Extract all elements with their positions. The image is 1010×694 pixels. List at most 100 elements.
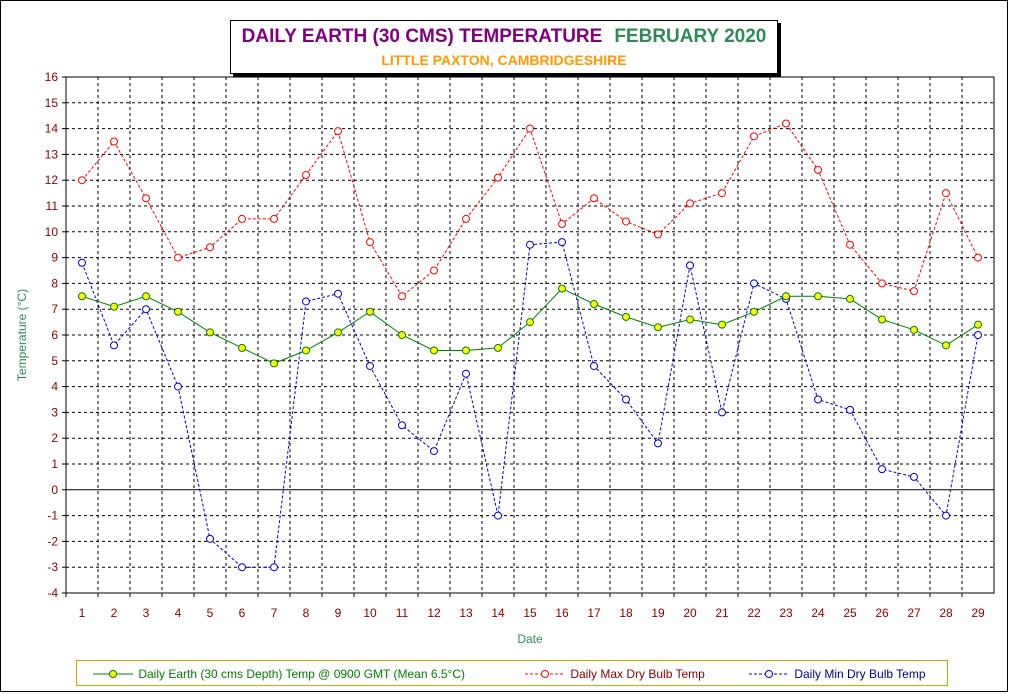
data-point-max [302,171,310,180]
y-axis-title: Temperature (°C) [15,289,29,381]
legend-swatch-max [525,669,565,678]
y-tick-label: 1 [51,457,58,471]
x-tick-label: 4 [175,606,182,620]
chart-title-month: FEBRUARY 2020 [614,26,767,47]
data-point-max [782,119,790,128]
x-tick-label: 12 [427,606,441,620]
data-point-max [110,137,118,146]
x-tick-label: 17 [587,606,601,620]
data-point-max [366,238,374,247]
legend-label-min: Daily Min Dry Bulb Temp [794,666,926,681]
x-tick-label: 28 [939,606,953,620]
data-point-earth [974,320,982,329]
data-point-min [590,361,598,370]
data-point-earth [142,292,150,301]
y-tick-label: 12 [45,173,59,187]
data-point-min [206,534,214,543]
data-point-min [110,341,118,350]
data-point-earth [78,292,86,301]
data-point-earth [942,341,950,350]
data-point-earth [782,292,790,301]
data-point-earth [398,331,406,339]
y-tick-label: 11 [46,199,59,213]
data-point-earth [558,284,566,293]
data-point-earth [526,318,534,327]
y-tick-label: 7 [51,302,58,316]
x-tick-label: 24 [811,606,825,620]
data-point-earth [206,328,214,337]
data-point-max [430,266,438,275]
legend-swatch-min [749,669,789,678]
data-point-max [206,243,214,252]
data-point-max [846,240,854,249]
x-tick-label: 27 [907,606,921,620]
data-point-max [78,176,86,185]
data-point-earth [814,292,822,301]
x-tick-label: 14 [491,606,505,620]
data-point-min [142,305,150,314]
x-tick-label: 15 [523,606,537,620]
x-tick-label: 20 [683,606,697,620]
y-tick-label: 8 [51,276,58,290]
data-point-min [974,331,982,339]
data-point-min [558,238,566,247]
data-point-min [398,421,406,430]
y-tick-label: 5 [51,354,58,368]
data-point-earth [494,343,502,352]
y-tick-label: 9 [51,251,58,265]
y-tick-label: 15 [45,96,59,110]
y-tick-label: -2 [47,534,58,548]
data-point-min [846,405,854,414]
chart-title-main: DAILY EARTH (30 CMS) TEMPERATURE [241,26,603,47]
y-tick-label: 2 [51,431,58,445]
data-point-earth [174,307,182,316]
data-point-earth [718,320,726,329]
data-point-max [526,124,534,133]
data-point-min [430,447,438,456]
x-tick-label: 10 [363,606,377,620]
data-point-max [174,253,182,262]
data-point-max [494,173,502,182]
y-tick-label: 16 [45,70,59,84]
x-tick-label: 13 [459,606,473,620]
data-point-min [910,472,918,481]
data-point-min [462,369,470,378]
data-point-earth [590,300,598,309]
data-point-earth [622,312,630,321]
data-point-earth [750,307,758,316]
data-point-min [238,563,246,572]
data-point-max [750,132,758,141]
data-point-max [878,279,886,288]
data-point-earth [270,359,278,368]
data-point-min [270,563,278,572]
legend-label-earth: Daily Earth (30 cms Depth) Temp @ 0900 G… [138,666,465,681]
data-point-earth [654,323,662,332]
data-point-max [398,292,406,301]
data-point-min [814,395,822,404]
x-tick-label: 1 [79,606,86,620]
x-tick-label: 21 [715,606,729,620]
data-point-max [910,287,918,296]
x-tick-label: 7 [271,606,278,620]
x-tick-label: 5 [207,606,214,620]
y-tick-label: 3 [51,405,58,419]
legend-swatch-earth [93,669,133,678]
data-point-earth [238,343,246,352]
data-point-earth [878,315,886,324]
data-point-min [78,258,86,267]
x-tick-label: 26 [875,606,889,620]
data-point-max [814,165,822,174]
data-point-earth [302,346,310,355]
x-tick-label: 8 [303,606,310,620]
data-point-earth [686,315,694,324]
y-tick-label: -1 [47,509,58,523]
chart-title: DAILY EARTH (30 CMS) TEMPERATURE FEBRUARY… [231,26,777,48]
data-point-max [942,189,950,198]
y-tick-label: 6 [51,328,58,342]
data-point-min [622,395,630,404]
y-tick-label: 0 [51,483,58,497]
data-point-min [302,297,310,306]
data-point-max [238,214,246,223]
data-point-max [558,220,566,229]
